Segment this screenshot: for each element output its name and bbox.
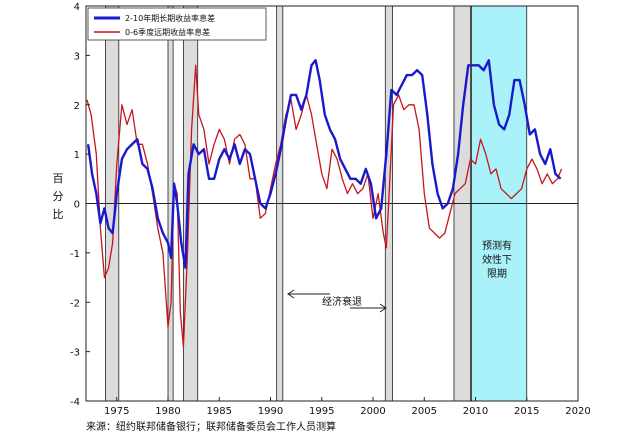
validity-label-line-1: 预测有 — [482, 239, 512, 252]
y-tick-label-1: 1 — [74, 150, 80, 161]
ylabel-char-2: 分 — [53, 190, 64, 203]
legend-box — [87, 7, 267, 41]
ylabel-char-1: 百 — [53, 172, 64, 185]
y-tick-label-2: 2 — [74, 101, 80, 112]
x-tick-label-2015: 2015 — [514, 406, 539, 417]
arrowhead-left — [287, 289, 295, 299]
series-line-1 — [86, 59, 562, 269]
x-tick-label-2005: 2005 — [412, 406, 437, 417]
y-tick-label--4: -4 — [70, 397, 80, 408]
y-tick-label--3: -3 — [70, 348, 80, 359]
x-tick-label-2000: 2000 — [360, 406, 385, 417]
legend-label-1: 2-10年期长期收益率息差 — [125, 13, 215, 23]
validity-label-line-2: 效性下 — [482, 253, 512, 266]
ylabel-char-3: 比 — [53, 208, 64, 221]
x-tick-label-1980: 1980 — [155, 406, 180, 417]
recession-label: 经济衰退 — [322, 295, 362, 308]
arrowhead-right — [379, 303, 387, 313]
validity-label-line-3: 限期 — [487, 268, 507, 280]
x-tick-label-1975: 1975 — [104, 406, 129, 417]
y-tick-label-3: 3 — [74, 51, 80, 62]
validity-annotation: 预测有 效性下 限期 — [482, 239, 512, 280]
legend: 2-10年期长期收益率息差 0-6季度远期收益率息差 — [87, 7, 267, 41]
y-tick-label--1: -1 — [70, 249, 80, 260]
recession-annotation: 经济衰退 — [287, 289, 387, 313]
x-tick-label-1995: 1995 — [309, 406, 334, 417]
y-tick-label-0: 0 — [74, 200, 80, 211]
x-tick-label-2020: 2020 — [565, 406, 590, 417]
y-tick-label-4: 4 — [74, 2, 80, 13]
x-tick-label-2010: 2010 — [463, 406, 488, 417]
legend-label-2: 0-6季度远期收益率息差 — [125, 27, 210, 37]
x-tick-label-1990: 1990 — [258, 406, 283, 417]
x-tick-label-1985: 1985 — [207, 406, 232, 417]
source-note: 来源：纽约联邦储备银行；联邦储备委员会工作人员测算 — [86, 420, 336, 433]
y-tick-label--2: -2 — [70, 298, 80, 309]
series-line-2 — [86, 64, 563, 348]
